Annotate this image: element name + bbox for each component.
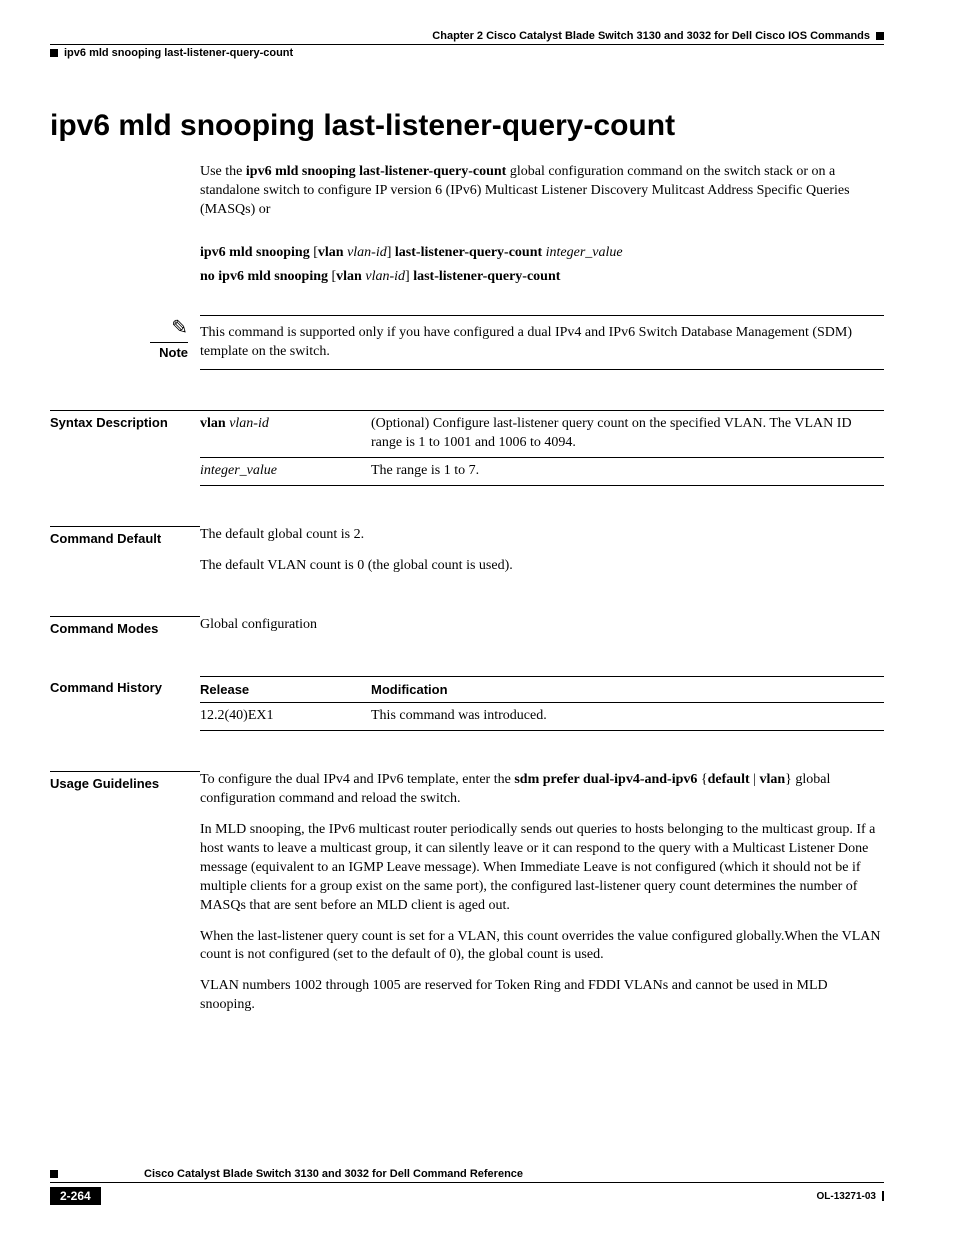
syn2-p1: no ipv6 mld snooping xyxy=(200,269,332,284)
syn1-p4: vlan-id xyxy=(347,245,387,260)
usage-guidelines-label: Usage Guidelines xyxy=(50,771,200,1027)
command-history-table: Release Modification 12.2(40)EX1 This co… xyxy=(200,676,884,731)
command-history-label: Command History xyxy=(50,676,200,731)
cmd-default-p1: The default global count is 2. xyxy=(200,526,884,545)
syn2-p4: vlan-id xyxy=(365,269,405,284)
usage-p2: In MLD snooping, the IPv6 multicast rout… xyxy=(200,821,884,915)
syn1-p5: ] xyxy=(387,245,395,260)
header-sub-row: ipv6 mld snooping last-listener-query-co… xyxy=(50,47,884,59)
usage-p1-pre: To configure the dual IPv4 and IPv6 temp… xyxy=(200,772,514,787)
note-label: Note xyxy=(50,345,188,360)
syn1-p1: ipv6 mld snooping xyxy=(200,245,313,260)
intro-pre: Use the xyxy=(200,164,246,179)
syn2-p5: ] xyxy=(405,269,413,284)
usage-p1-brace1: { xyxy=(701,772,708,787)
footer: Cisco Catalyst Blade Switch 3130 and 303… xyxy=(50,1168,884,1205)
footer-title-row: Cisco Catalyst Blade Switch 3130 and 303… xyxy=(50,1168,884,1183)
header-square-icon xyxy=(876,32,884,40)
param-cell: integer_value xyxy=(200,458,371,486)
syn2-p3: vlan xyxy=(336,269,365,284)
table-row: integer_value The range is 1 to 7. xyxy=(200,458,884,486)
document-id: OL-13271-03 xyxy=(817,1191,884,1202)
footer-title: Cisco Catalyst Blade Switch 3130 and 303… xyxy=(144,1168,523,1180)
table-row: 12.2(40)EX1 This command was introduced. xyxy=(200,703,884,731)
usage-p1-b1: sdm prefer dual-ipv4-and-ipv6 xyxy=(514,772,701,787)
param-cell: vlan vlan-id xyxy=(200,411,371,458)
param-i: vlan-id xyxy=(229,416,269,431)
note-section: ✎ Note This command is supported only if… xyxy=(50,315,884,371)
subheader-square-icon xyxy=(50,49,58,57)
footer-bottom-row: 2-264 OL-13271-03 xyxy=(50,1187,884,1205)
header-chapter-text: Chapter 2 Cisco Catalyst Blade Switch 31… xyxy=(432,30,870,42)
note-label-wrap: ✎ Note xyxy=(50,315,200,360)
table-row: vlan vlan-id (Optional) Configure last-l… xyxy=(200,411,884,458)
usage-p1-brace2: } xyxy=(785,772,792,787)
syn1-p3: vlan xyxy=(318,245,347,260)
usage-p1-b3: vlan xyxy=(759,772,785,787)
desc-cell: (Optional) Configure last-listener query… xyxy=(371,411,884,458)
command-history-content: Release Modification 12.2(40)EX1 This co… xyxy=(200,676,884,731)
command-modes-content: Global configuration xyxy=(200,616,884,636)
footer-square-icon xyxy=(50,1170,58,1178)
usage-p1-b2: default xyxy=(708,772,750,787)
param-b: vlan xyxy=(200,416,229,431)
intro-cmd: ipv6 mld snooping last-listener-query-co… xyxy=(246,164,506,179)
syntax-line-2: no ipv6 mld snooping [vlan vlan-id] last… xyxy=(200,269,884,285)
syntax-description-content: vlan vlan-id (Optional) Configure last-l… xyxy=(200,410,884,486)
command-default-label: Command Default xyxy=(50,526,200,576)
history-header-release: Release xyxy=(200,676,371,703)
page-number: 2-264 xyxy=(50,1187,101,1205)
command-history-section: Command History Release Modification 12.… xyxy=(50,676,884,731)
command-default-content: The default global count is 2. The defau… xyxy=(200,526,884,576)
command-modes-section: Command Modes Global configuration xyxy=(50,616,884,636)
command-modes-label: Command Modes xyxy=(50,616,200,636)
footer-bar-icon xyxy=(882,1191,884,1201)
param-i: integer_value xyxy=(200,463,277,478)
syn2-p6: last-listener-query-count xyxy=(413,269,560,284)
history-header-modification: Modification xyxy=(371,676,884,703)
usage-p1-pipe: | xyxy=(750,772,760,787)
syntax-description-table: vlan vlan-id (Optional) Configure last-l… xyxy=(200,410,884,486)
syntax-description-label: Syntax Description xyxy=(50,410,200,486)
pencil-icon: ✎ xyxy=(150,315,188,343)
header-chapter-row: Chapter 2 Cisco Catalyst Blade Switch 31… xyxy=(50,30,884,45)
syntax-description-section: Syntax Description vlan vlan-id (Optiona… xyxy=(50,410,884,486)
history-release: 12.2(40)EX1 xyxy=(200,703,371,731)
cmd-default-p2: The default VLAN count is 0 (the global … xyxy=(200,557,884,576)
header-sub-text: ipv6 mld snooping last-listener-query-co… xyxy=(64,47,293,59)
usage-guidelines-section: Usage Guidelines To configure the dual I… xyxy=(50,771,884,1027)
page-title: ipv6 mld snooping last-listener-query-co… xyxy=(50,109,884,143)
desc-cell: The range is 1 to 7. xyxy=(371,458,884,486)
usage-p4: VLAN numbers 1002 through 1005 are reser… xyxy=(200,977,884,1015)
syn1-p7: integer_value xyxy=(546,245,623,260)
history-modification: This command was introduced. xyxy=(371,703,884,731)
document-id-text: OL-13271-03 xyxy=(817,1191,876,1202)
table-header-row: Release Modification xyxy=(200,676,884,703)
intro-paragraph: Use the ipv6 mld snooping last-listener-… xyxy=(200,163,884,220)
syn1-p6: last-listener-query-count xyxy=(395,245,546,260)
syntax-line-1: ipv6 mld snooping [vlan vlan-id] last-li… xyxy=(200,245,884,261)
page: Chapter 2 Cisco Catalyst Blade Switch 31… xyxy=(0,0,954,1235)
usage-p1: To configure the dual IPv4 and IPv6 temp… xyxy=(200,771,884,809)
body-column: Use the ipv6 mld snooping last-listener-… xyxy=(200,163,884,285)
note-text: This command is supported only if you ha… xyxy=(200,315,884,371)
usage-guidelines-content: To configure the dual IPv4 and IPv6 temp… xyxy=(200,771,884,1027)
command-default-section: Command Default The default global count… xyxy=(50,526,884,576)
usage-p3: When the last-listener query count is se… xyxy=(200,928,884,966)
